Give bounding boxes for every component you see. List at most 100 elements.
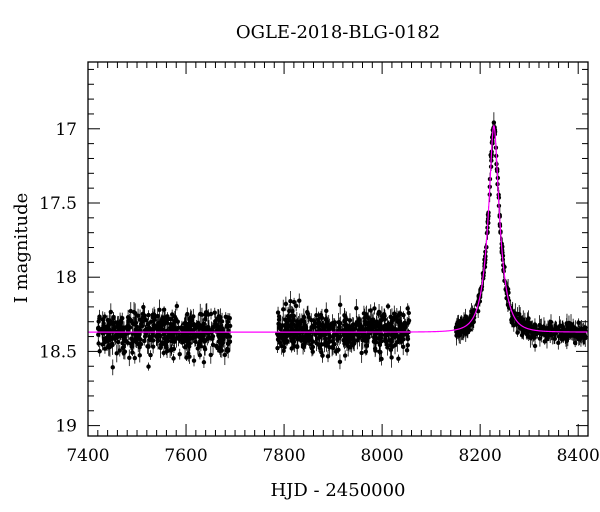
data-point	[382, 328, 388, 333]
data-point	[389, 333, 395, 338]
data-point	[115, 334, 120, 339]
data-point	[342, 318, 347, 324]
data-point	[280, 323, 285, 328]
data-point	[559, 337, 565, 342]
data-point	[127, 355, 132, 361]
data-point	[386, 324, 391, 329]
data-point	[134, 324, 139, 330]
data-point	[571, 332, 576, 337]
data-point	[147, 337, 153, 342]
data-point	[329, 345, 335, 350]
data-point	[363, 349, 369, 354]
data-point	[100, 342, 105, 347]
data-point	[376, 311, 381, 317]
data-point	[338, 320, 343, 326]
data-point	[158, 345, 163, 351]
chart-title: OGLE-2018-BLG-0182	[236, 22, 440, 43]
data-point	[314, 313, 319, 318]
data-point	[523, 320, 528, 325]
data-point	[405, 306, 410, 311]
data-point	[454, 333, 459, 338]
data-point	[201, 321, 206, 326]
data-point	[168, 325, 173, 330]
data-point	[355, 319, 361, 324]
data-point	[120, 334, 125, 339]
y-tick-label: 19	[55, 417, 77, 437]
x-tick-label: 8000	[360, 446, 403, 466]
data-point	[154, 325, 159, 331]
data-point	[390, 326, 396, 331]
data-point	[468, 313, 473, 319]
data-point	[362, 321, 368, 327]
data-point	[283, 334, 289, 340]
data-point	[134, 340, 139, 345]
data-point	[581, 334, 586, 340]
data-point	[544, 336, 550, 342]
data-point	[313, 332, 318, 337]
data-point	[564, 331, 570, 337]
data-point	[177, 351, 182, 357]
data-point	[198, 311, 203, 317]
data-point	[109, 320, 115, 325]
data-point	[388, 347, 393, 352]
data-point	[179, 334, 185, 339]
data-point	[575, 327, 581, 332]
data-point	[382, 317, 388, 322]
data-point	[162, 336, 167, 341]
data-point	[96, 332, 101, 337]
data-point	[203, 316, 208, 322]
plot-area	[88, 112, 588, 376]
data-point	[400, 335, 405, 341]
data-point	[96, 341, 101, 346]
data-point	[197, 326, 202, 331]
data-point	[526, 316, 531, 321]
data-point	[162, 319, 167, 324]
data-point	[182, 345, 188, 350]
data-point	[455, 320, 460, 325]
data-point	[562, 327, 567, 332]
data-point	[406, 310, 411, 316]
data-point	[568, 321, 574, 327]
data-point	[562, 335, 568, 340]
data-point	[275, 345, 280, 351]
data-point	[161, 350, 166, 356]
x-axis-label: HJD - 2450000	[270, 480, 405, 501]
data-point	[142, 314, 147, 319]
data-point	[289, 338, 295, 344]
data-point	[197, 338, 203, 344]
data-point	[137, 353, 142, 358]
y-tick-label: 18.5	[39, 342, 77, 362]
data-point	[132, 311, 138, 316]
data-point	[397, 321, 402, 326]
data-point	[141, 304, 146, 310]
data-point	[160, 315, 165, 320]
data-point	[318, 312, 324, 318]
data-point	[172, 314, 178, 319]
data-point	[174, 303, 180, 309]
data-point	[130, 339, 135, 345]
data-point	[317, 335, 323, 340]
data-point	[175, 319, 180, 324]
data-point	[385, 304, 391, 309]
data-point	[392, 342, 398, 348]
data-point	[191, 331, 196, 337]
data-point	[324, 343, 329, 348]
data-point	[171, 356, 176, 361]
data-point	[293, 303, 299, 309]
data-point	[226, 340, 231, 346]
data-point	[351, 336, 356, 341]
data-point	[182, 321, 187, 326]
data-point	[210, 325, 216, 330]
data-point	[147, 325, 152, 331]
data-point	[404, 348, 410, 353]
data-point	[125, 340, 131, 345]
data-point	[202, 339, 208, 344]
data-point	[389, 355, 394, 360]
data-point	[188, 315, 193, 321]
data-point	[208, 311, 214, 317]
data-point	[401, 344, 406, 350]
data-point	[146, 312, 151, 318]
data-point	[110, 365, 115, 370]
data-point	[355, 338, 360, 343]
data-point	[107, 334, 113, 339]
